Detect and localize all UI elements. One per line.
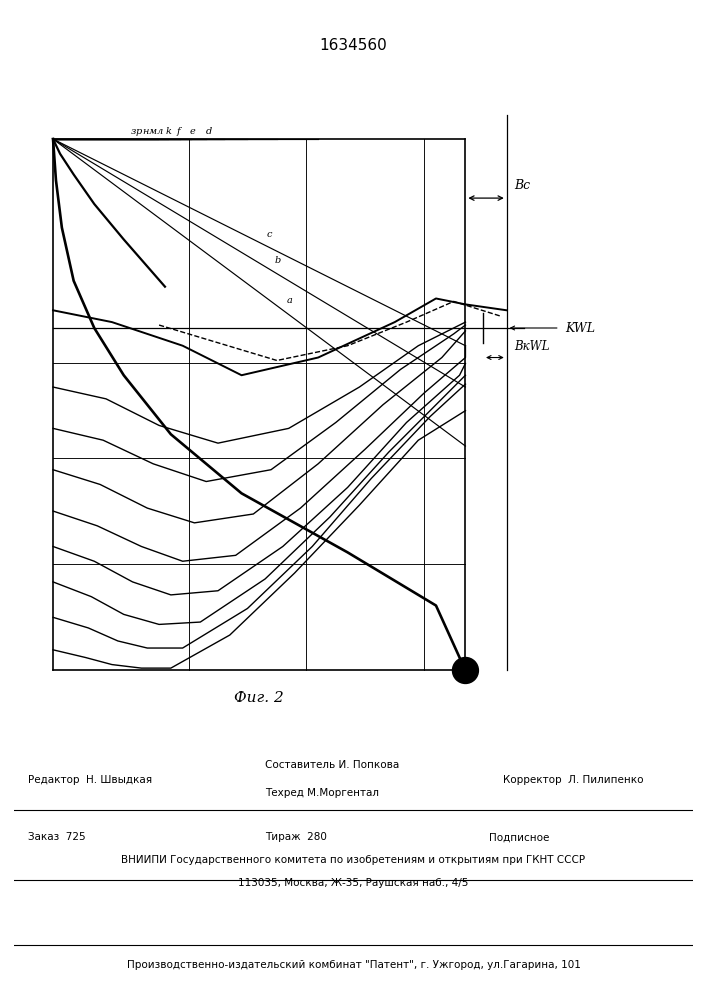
- Text: Корректор  Л. Пилипенко: Корректор Л. Пилипенко: [503, 775, 643, 785]
- Text: KWL: KWL: [566, 322, 595, 334]
- Text: p: p: [136, 127, 142, 136]
- Text: Заказ  725: Заказ 725: [28, 832, 86, 842]
- Text: e: e: [190, 127, 196, 136]
- Text: 113035, Москва, Ж-35, Раушская наб., 4/5: 113035, Москва, Ж-35, Раушская наб., 4/5: [238, 878, 469, 888]
- Text: м: м: [148, 127, 157, 136]
- Text: Составитель И. Попкова: Составитель И. Попкова: [265, 760, 399, 770]
- Text: d: d: [206, 127, 212, 136]
- Text: Тираж  280: Тираж 280: [265, 832, 327, 842]
- Text: Bс: Bс: [514, 179, 530, 192]
- Text: f: f: [177, 127, 180, 136]
- Text: BкWL: BкWL: [514, 340, 549, 353]
- Text: з: з: [130, 127, 136, 136]
- Text: н: н: [142, 127, 148, 136]
- Text: Производственно-издательский комбинат "Патент", г. Ужгород, ул.Гагарина, 101: Производственно-издательский комбинат "П…: [127, 960, 580, 970]
- Text: 1634560: 1634560: [320, 37, 387, 52]
- Text: ВНИИПИ Государственного комитета по изобретениям и открытиям при ГКНТ СССР: ВНИИПИ Государственного комитета по изоб…: [122, 855, 585, 865]
- Text: k: k: [166, 127, 172, 136]
- Text: Подписное: Подписное: [489, 832, 549, 842]
- Text: b: b: [274, 256, 281, 265]
- Text: a: a: [287, 296, 293, 305]
- Text: Техред М.Моргентал: Техред М.Моргентал: [265, 788, 379, 798]
- Circle shape: [452, 657, 479, 683]
- Text: c: c: [267, 230, 271, 239]
- Text: Фиг. 2: Фиг. 2: [234, 691, 284, 705]
- Text: Редактор  Н. Швыдкая: Редактор Н. Швыдкая: [28, 775, 152, 785]
- Text: л: л: [157, 127, 163, 136]
